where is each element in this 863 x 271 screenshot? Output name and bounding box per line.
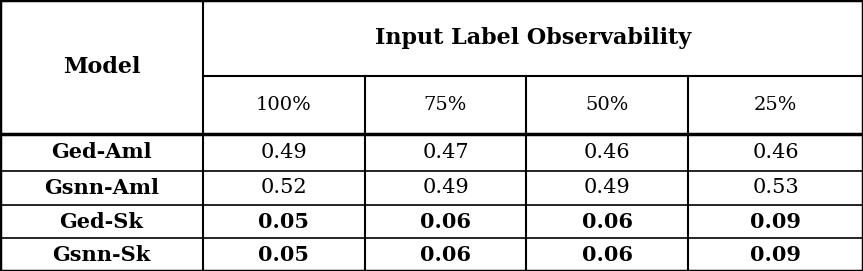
Text: 0.49: 0.49	[422, 178, 469, 197]
Text: 0.09: 0.09	[750, 212, 801, 231]
Text: Gsnn-Aml: Gsnn-Aml	[44, 178, 159, 198]
Text: Ged-Aml: Ged-Aml	[51, 143, 152, 162]
Text: 75%: 75%	[424, 96, 467, 114]
Text: 0.47: 0.47	[422, 143, 469, 162]
Text: 0.49: 0.49	[584, 178, 631, 197]
Text: 0.06: 0.06	[582, 212, 633, 231]
Text: 0.06: 0.06	[420, 245, 471, 265]
Text: 0.49: 0.49	[261, 143, 307, 162]
Text: 0.46: 0.46	[584, 143, 631, 162]
Text: Input Label Observability: Input Label Observability	[375, 27, 691, 49]
Text: Ged-Sk: Ged-Sk	[60, 212, 143, 231]
Text: Gsnn-Sk: Gsnn-Sk	[53, 245, 150, 265]
Text: 0.05: 0.05	[258, 212, 309, 231]
Text: 0.52: 0.52	[261, 178, 307, 197]
Text: 0.53: 0.53	[753, 178, 799, 197]
Text: 0.09: 0.09	[750, 245, 801, 265]
Text: 0.46: 0.46	[753, 143, 799, 162]
Text: 50%: 50%	[586, 96, 629, 114]
Text: 100%: 100%	[255, 96, 312, 114]
Text: 25%: 25%	[754, 96, 797, 114]
Text: 0.05: 0.05	[258, 245, 309, 265]
Text: 0.06: 0.06	[420, 212, 471, 231]
Text: 0.06: 0.06	[582, 245, 633, 265]
Text: Model: Model	[63, 56, 140, 78]
